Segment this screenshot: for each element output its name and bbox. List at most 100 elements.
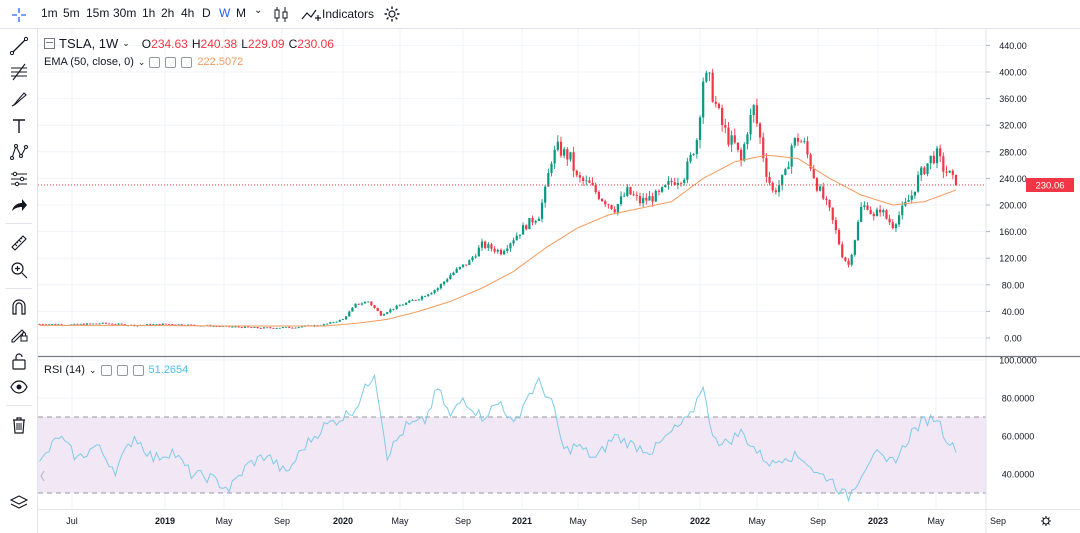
candle-body [664, 184, 667, 187]
candle-body [831, 207, 834, 221]
top-toolbar: 1m 5m 15m 30m 1h 2h 4h D W M ⌄ Indicators [0, 0, 1080, 29]
arrow-icon[interactable] [9, 195, 29, 215]
price-tick-label: 400.00 [999, 68, 1027, 78]
candle-body [698, 117, 702, 141]
indicators-icon[interactable] [301, 6, 321, 23]
zoom-icon[interactable] [9, 260, 29, 280]
timeframe-button-4h[interactable]: 4h [181, 6, 195, 20]
candle-body [600, 198, 604, 202]
settings-gear-icon[interactable] [383, 5, 401, 23]
symbol-dropdown-icon[interactable]: ⌄ [122, 38, 130, 48]
ema-line [39, 154, 957, 327]
layers-icon[interactable] [9, 493, 29, 513]
candle-body [161, 323, 164, 325]
candle-body [850, 254, 853, 265]
candle-body [101, 322, 104, 324]
lock-drawing-icon[interactable] [9, 324, 29, 344]
trendline-icon[interactable] [9, 36, 29, 56]
time-axis-settings-icon[interactable] [1041, 516, 1051, 526]
time-tick-label: May [569, 516, 587, 526]
candle-body [781, 174, 784, 186]
eye-icon[interactable] [9, 377, 29, 397]
rsi-axis: 40.0000 60.0000 80.0000 100.0000 [999, 356, 1037, 480]
fib-icon[interactable] [9, 62, 29, 82]
symbol-label[interactable]: TSLA, 1W [59, 36, 119, 51]
candle-body [863, 205, 866, 207]
chart-area[interactable]: 0.00 40.00 80.00 120.00 160.00 200.00 240.00 28… [38, 29, 1080, 533]
candle-body [351, 307, 354, 312]
candle-body [916, 175, 920, 192]
candle-body [411, 300, 414, 301]
candle-body [632, 194, 635, 196]
candle-body [496, 249, 499, 252]
candle-body [705, 72, 708, 82]
candle-body [553, 149, 556, 164]
timeframe-button-D[interactable]: D [202, 6, 211, 20]
candle-body [515, 235, 518, 241]
ema-dropdown-icon[interactable]: ⌄ [137, 56, 146, 67]
ruler-icon[interactable] [9, 233, 29, 253]
timeframe-button-W[interactable]: W [219, 6, 231, 20]
text-icon[interactable] [9, 116, 29, 136]
timeframe-button-1h[interactable]: 1h [142, 6, 156, 20]
rsi-settings-icon[interactable] [116, 364, 128, 376]
rsi-tick-label: 80.0000 [1002, 394, 1035, 404]
candle-body [920, 167, 923, 176]
magnet-icon[interactable] [9, 297, 29, 317]
candle-body [679, 182, 683, 184]
candle-body [92, 323, 95, 325]
timeframe-button-1m[interactable]: 1m [41, 6, 58, 20]
collapse-pane-icon[interactable] [40, 470, 45, 482]
timeframe-dropdown-icon[interactable]: ⌄ [254, 5, 263, 16]
candle-body [171, 324, 174, 325]
rsi-tick-label: 40.0000 [1002, 470, 1035, 480]
collapse-legend-icon[interactable] [44, 38, 55, 49]
candle-body [702, 81, 705, 118]
timeframe-button-30m[interactable]: 30m [113, 6, 137, 20]
timeframe-button-15m[interactable]: 15m [86, 6, 110, 20]
candle-body [379, 311, 382, 316]
candle-body [594, 185, 597, 193]
pattern-icon[interactable] [9, 142, 29, 162]
candle-body [635, 195, 638, 197]
trash-icon[interactable] [9, 415, 29, 435]
timeframe-button-M[interactable]: M [236, 6, 246, 20]
rsi-visibility-icon[interactable] [100, 364, 112, 376]
candle-body [578, 175, 582, 178]
ema-visibility-icon[interactable] [149, 56, 161, 68]
chart-canvas[interactable]: 0.00 40.00 80.00 120.00 160.00 200.00 240.00 28… [38, 29, 1080, 533]
price-tick-label: 440.00 [999, 41, 1027, 51]
candle-body [749, 115, 752, 135]
candle-body [117, 323, 120, 325]
timeframe-button-2h[interactable]: 2h [161, 6, 175, 20]
lock-icon[interactable] [9, 351, 29, 371]
candle-body [563, 149, 566, 156]
candle-body [104, 322, 108, 324]
timeframe-button-5m[interactable]: 5m [63, 6, 80, 20]
candle-body [256, 327, 259, 329]
candle-body [676, 182, 680, 185]
candle-body [762, 137, 765, 159]
candle-body [180, 324, 183, 326]
candle-body [714, 101, 717, 104]
candle-body [765, 158, 768, 177]
candle-body [585, 180, 588, 182]
candle-body [44, 324, 48, 326]
candle-body [269, 327, 272, 329]
candle-body [613, 209, 616, 213]
rsi-dropdown-icon[interactable]: ⌄ [88, 364, 97, 375]
brush-icon[interactable] [9, 89, 29, 109]
rsi-label[interactable]: RSI (14) [44, 364, 85, 376]
candles-chart-type-icon[interactable] [273, 6, 289, 23]
ema-label[interactable]: EMA (50, close, 0) [44, 56, 134, 68]
candle-body [837, 230, 841, 245]
indicators-button[interactable]: Indicators [322, 7, 375, 21]
ema-settings-icon[interactable] [165, 56, 177, 68]
ema-close-icon[interactable] [181, 56, 193, 68]
crosshair-menu-icon[interactable] [10, 6, 28, 24]
forecast-icon[interactable] [9, 169, 29, 189]
candle-body [834, 220, 838, 231]
rsi-close-icon[interactable] [132, 364, 144, 376]
candle-body [477, 247, 480, 257]
price-tick-label: 240.00 [999, 174, 1027, 184]
